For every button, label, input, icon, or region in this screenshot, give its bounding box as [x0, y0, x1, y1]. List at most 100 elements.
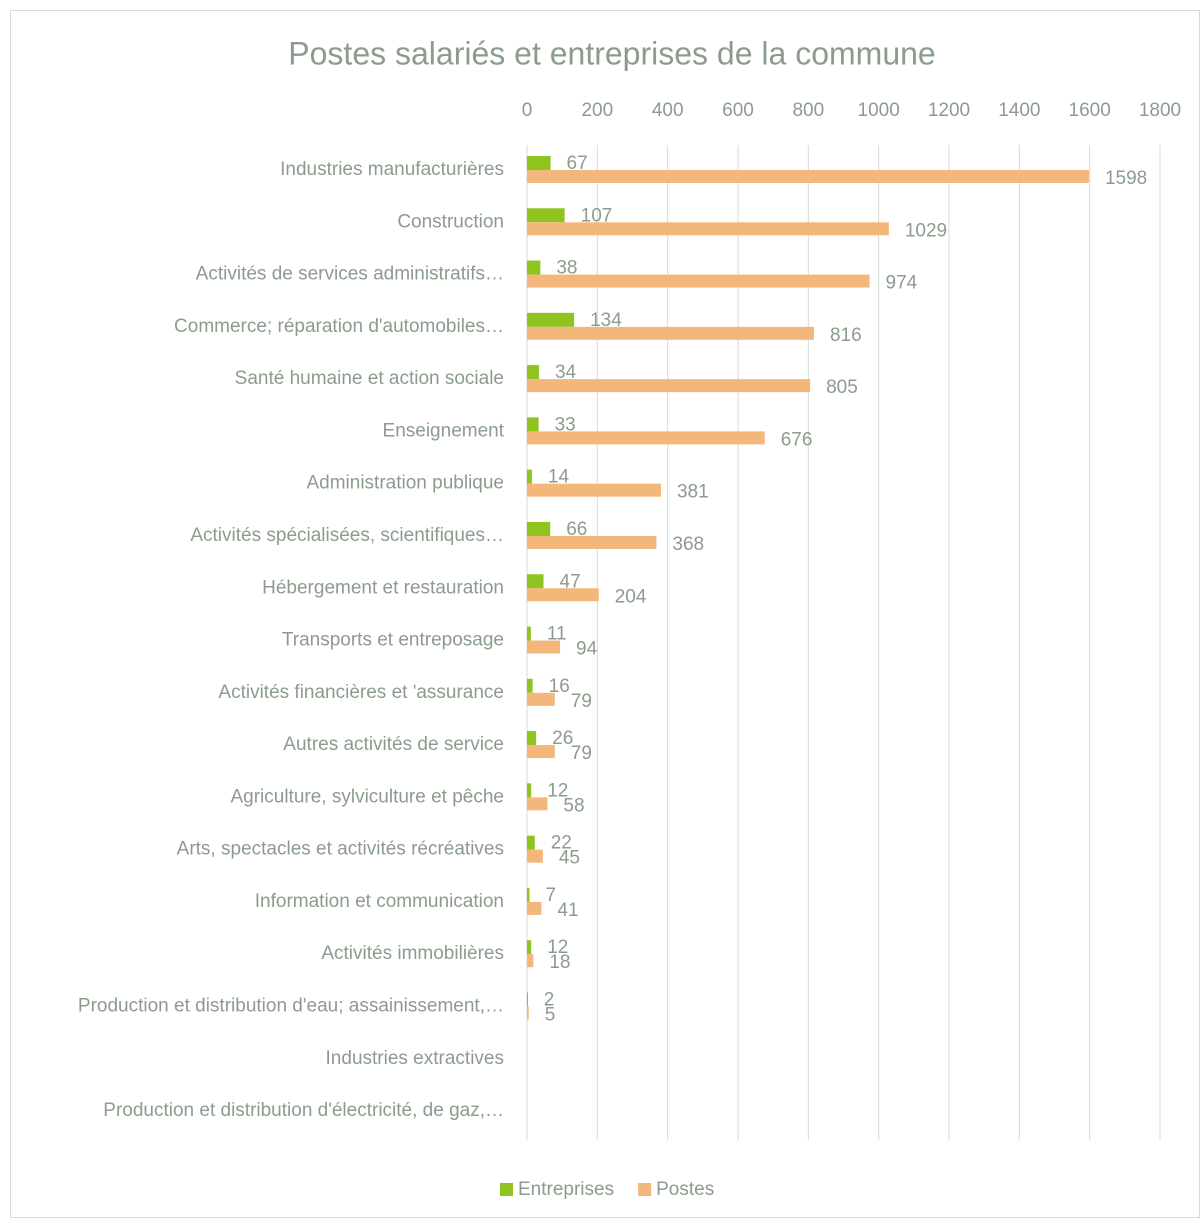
y-tick-label: Arts, spectacles et activités récréative… — [177, 839, 504, 860]
data-label: 58 — [563, 795, 584, 816]
chart-title: Postes salariés et entreprises de la com… — [288, 35, 935, 71]
data-label: 33 — [555, 414, 576, 435]
data-label: 974 — [886, 273, 918, 294]
bar — [527, 797, 548, 811]
data-label: 38 — [556, 258, 577, 279]
bar — [527, 940, 532, 955]
bar — [527, 483, 661, 497]
data-label: 134 — [590, 310, 622, 331]
bar — [527, 312, 575, 327]
bar — [527, 222, 889, 236]
y-tick-label: Enseignement — [383, 420, 505, 441]
y-tick-label: Santé humaine et action sociale — [235, 368, 504, 389]
y-tick-label: Autres activités de service — [283, 734, 504, 755]
bar — [527, 274, 870, 288]
chart-frame — [10, 10, 1200, 1218]
bar — [527, 901, 542, 915]
data-label: 7 — [545, 885, 556, 906]
x-tick-label: 1400 — [998, 100, 1040, 121]
data-label: 368 — [672, 534, 704, 555]
bar — [527, 521, 551, 536]
y-tick-label: Commerce; réparation d'automobiles… — [174, 316, 504, 337]
data-label: 22 — [551, 833, 572, 854]
x-tick-label: 1000 — [858, 100, 900, 121]
data-label: 67 — [567, 153, 588, 174]
y-tick-label: Activités financières et 'assurance — [218, 682, 504, 703]
data-label: 79 — [571, 691, 592, 712]
bar — [527, 379, 811, 393]
bar — [527, 678, 533, 693]
bar — [527, 260, 541, 275]
bar — [527, 692, 555, 706]
data-label: 41 — [557, 900, 578, 921]
bar — [527, 365, 539, 380]
y-tick-label: Hébergement et restauration — [262, 577, 504, 598]
bar — [527, 170, 1089, 183]
y-tick-label: Production et distribution d'électricité… — [103, 1100, 504, 1121]
data-label: 16 — [549, 676, 570, 697]
x-tick-label: 1600 — [1069, 100, 1111, 121]
bar — [527, 992, 528, 1007]
bar — [527, 588, 599, 602]
y-tick-label: Industries manufacturières — [280, 159, 504, 180]
bar — [527, 745, 555, 759]
x-tick-label: 1200 — [928, 100, 970, 121]
data-label: 381 — [677, 482, 709, 503]
legend-swatch — [638, 1183, 652, 1196]
data-label: 805 — [826, 377, 858, 398]
bar — [527, 469, 532, 484]
y-tick-label: Information et communication — [255, 891, 504, 912]
y-tick-label: Administration publique — [306, 473, 504, 494]
bar — [527, 574, 544, 589]
data-label: 14 — [548, 467, 570, 488]
data-label: 79 — [571, 743, 592, 764]
bar — [527, 326, 814, 340]
bar — [527, 1006, 529, 1020]
data-label: 816 — [830, 325, 862, 346]
data-label: 1029 — [905, 220, 947, 241]
x-tick-label: 600 — [722, 100, 754, 121]
bar — [527, 156, 551, 170]
data-label: 18 — [549, 952, 570, 973]
bar — [527, 535, 657, 549]
y-tick-label: Activités de services administratifs… — [196, 264, 504, 285]
data-label: 12 — [547, 937, 568, 958]
data-label: 45 — [559, 848, 580, 869]
bar — [527, 626, 531, 641]
data-label: 5 — [545, 1004, 556, 1025]
data-label: 12 — [547, 780, 568, 801]
bar — [527, 887, 530, 902]
x-tick-label: 200 — [581, 100, 613, 121]
data-label: 2 — [544, 989, 555, 1010]
data-label: 47 — [560, 571, 581, 592]
data-label: 11 — [547, 624, 567, 645]
x-tick-label: 1800 — [1139, 100, 1181, 121]
y-tick-label: Production et distribution d'eau; assain… — [78, 995, 504, 1016]
y-tick-label: Construction — [397, 211, 504, 232]
bar — [527, 954, 534, 968]
legend-swatch — [500, 1183, 513, 1196]
bar — [527, 208, 565, 223]
x-tick-label: 0 — [522, 100, 533, 121]
y-tick-label: Transports et entreposage — [282, 630, 504, 651]
bar — [527, 640, 561, 654]
bar — [527, 783, 532, 798]
bar — [527, 849, 543, 863]
data-label: 1598 — [1105, 168, 1147, 189]
data-label: 26 — [552, 728, 573, 749]
legend-label: Postes — [656, 1179, 714, 1200]
data-label: 204 — [615, 586, 647, 607]
data-label: 107 — [581, 205, 613, 226]
data-label: 94 — [576, 639, 598, 660]
bar — [527, 431, 765, 445]
y-tick-label: Agriculture, sylviculture et pêche — [230, 786, 504, 807]
y-tick-label: Industries extractives — [326, 1048, 504, 1069]
bar — [527, 417, 539, 432]
legend-label: Entreprises — [518, 1179, 614, 1200]
x-tick-label: 800 — [792, 100, 824, 121]
y-tick-label: Activités spécialisées, scientifiques… — [190, 525, 504, 546]
data-label: 676 — [781, 429, 813, 450]
y-tick-label: Activités immobilières — [321, 943, 504, 964]
data-label: 34 — [555, 362, 577, 383]
